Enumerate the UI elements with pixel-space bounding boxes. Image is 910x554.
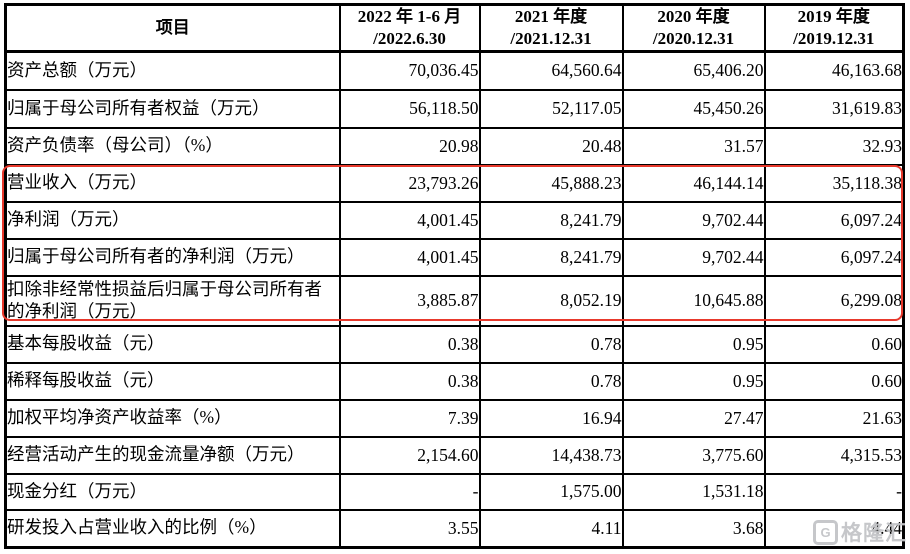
col-header-2021-line1: 2021 年度 xyxy=(514,7,588,27)
value-2022h1: 0.38 xyxy=(338,324,481,364)
value-2020: 3,775.60 xyxy=(621,435,766,475)
row-parent-equity: 归属于母公司所有者权益（万元） 56,118.50 52,117.05 45,4… xyxy=(4,88,905,129)
value-2019: 6,097.24 xyxy=(763,237,905,277)
value-2020: 46,144.14 xyxy=(621,163,766,203)
value-2020: 3.68 xyxy=(621,508,766,549)
row-label: 归属于母公司所有者权益（万元） xyxy=(4,88,341,129)
row-label: 稀释每股收益（元） xyxy=(4,361,341,401)
row-label: 资产总额（万元） xyxy=(4,50,341,91)
value-2022h1: 56,118.50 xyxy=(338,88,481,129)
value-2021: 0.78 xyxy=(478,361,624,401)
value-2021: 8,052.19 xyxy=(478,274,624,327)
value-2022h1: 7.39 xyxy=(338,398,481,438)
value-2022h1: 23,793.26 xyxy=(338,163,481,203)
value-2022h1: - xyxy=(338,472,481,511)
value-2019: 0.60 xyxy=(763,361,905,401)
value-2020: 9,702.44 xyxy=(621,237,766,277)
gelonghui-logo-icon: G xyxy=(813,519,838,545)
row-label: 现金分红（万元） xyxy=(4,472,341,511)
value-2020: 31.57 xyxy=(621,126,766,166)
col-header-2022h1-line1: 2022 年 1-6 月 xyxy=(357,7,462,27)
value-2021: 8,241.79 xyxy=(478,237,624,277)
row-label: 营业收入（万元） xyxy=(4,163,341,203)
value-2020: 65,406.20 xyxy=(621,50,766,91)
value-2019: 0.60 xyxy=(763,324,905,364)
value-2019: 31,619.83 xyxy=(763,88,905,129)
row-label: 加权平均净资产收益率（%） xyxy=(4,398,341,438)
row-cash-dividend: 现金分红（万元） - 1,575.00 1,531.18 - xyxy=(4,472,905,511)
value-2019: 32.93 xyxy=(763,126,905,166)
value-2019: 21.63 xyxy=(763,398,905,438)
col-header-2019: 2019 年度 /2019.12.31 xyxy=(763,3,905,53)
row-parent-net-profit: 归属于母公司所有者的净利润（万元） 4,001.45 8,241.79 9,70… xyxy=(4,237,905,277)
watermark: G 格隆汇 xyxy=(813,517,907,547)
value-2019: 6,299.08 xyxy=(763,274,905,327)
value-2020: 45,450.26 xyxy=(621,88,766,129)
value-2022h1: 0.38 xyxy=(338,361,481,401)
row-operating-cash-flow: 经营活动产生的现金流量净额（万元） 2,154.60 14,438.73 3,7… xyxy=(4,435,905,475)
row-net-profit: 净利润（万元） 4,001.45 8,241.79 9,702.44 6,097… xyxy=(4,200,905,240)
value-2019: 4,315.53 xyxy=(763,435,905,475)
col-header-2021-line2: /2021.12.31 xyxy=(510,29,592,48)
value-2021: 52,117.05 xyxy=(478,88,624,129)
value-2022h1: 3,885.87 xyxy=(338,274,481,327)
row-label: 经营活动产生的现金流量净额（万元） xyxy=(4,435,341,475)
col-header-2020: 2020 年度 /2020.12.31 xyxy=(621,3,766,53)
row-total-assets: 资产总额（万元） 70,036.45 64,560.64 65,406.20 4… xyxy=(4,50,905,91)
col-header-2022h1: 2022 年 1-6 月 /2022.6.30 xyxy=(338,3,481,53)
row-diluted-eps: 稀释每股收益（元） 0.38 0.78 0.95 0.60 xyxy=(4,361,905,401)
value-2019: - xyxy=(763,472,905,511)
row-operating-revenue: 营业收入（万元） 23,793.26 45,888.23 46,144.14 3… xyxy=(4,163,905,203)
value-2021: 0.78 xyxy=(478,324,624,364)
col-header-2019-line1: 2019 年度 xyxy=(797,7,870,27)
row-rd-ratio: 研发投入占营业收入的比例（%） 3.55 4.11 3.68 4.44 xyxy=(4,508,905,549)
row-label: 净利润（万元） xyxy=(4,200,341,240)
col-header-2020-line1: 2020 年度 xyxy=(657,7,730,27)
value-2020: 10,645.88 xyxy=(621,274,766,327)
value-2021: 4.11 xyxy=(478,508,624,549)
value-2020: 27.47 xyxy=(621,398,766,438)
value-2022h1: 70,036.45 xyxy=(338,50,481,91)
value-2022h1: 3.55 xyxy=(338,508,481,549)
value-2020: 1,531.18 xyxy=(621,472,766,511)
value-2021: 16.94 xyxy=(478,398,624,438)
value-2021: 14,438.73 xyxy=(478,435,624,475)
value-2021: 1,575.00 xyxy=(478,472,624,511)
row-label: 扣除非经常性损益后归属于母公司所有者的净利润（万元） xyxy=(4,274,341,327)
header-row: 项目 2022 年 1-6 月 /2022.6.30 2021 年度 /2021… xyxy=(4,3,905,53)
value-2022h1: 4,001.45 xyxy=(338,200,481,240)
row-debt-ratio: 资产负债率（母公司）（%） 20.98 20.48 31.57 32.93 xyxy=(4,126,905,166)
col-header-item-label: 项目 xyxy=(155,18,190,38)
col-header-2022h1-line2: /2022.6.30 xyxy=(373,29,446,48)
row-deducted-net-profit: 扣除非经常性损益后归属于母公司所有者的净利润（万元） 3,885.87 8,05… xyxy=(4,274,905,327)
value-2021: 8,241.79 xyxy=(478,200,624,240)
row-label: 研发投入占营业收入的比例（%） xyxy=(4,508,341,549)
row-weighted-roe: 加权平均净资产收益率（%） 7.39 16.94 27.47 21.63 xyxy=(4,398,905,438)
col-header-2020-line2: /2020.12.31 xyxy=(652,29,735,48)
value-2020: 9,702.44 xyxy=(621,200,766,240)
row-label: 归属于母公司所有者的净利润（万元） xyxy=(4,237,341,277)
value-2020: 0.95 xyxy=(621,361,766,401)
watermark-text: 格隆汇 xyxy=(841,522,907,545)
value-2021: 20.48 xyxy=(478,126,624,166)
value-2020: 0.95 xyxy=(621,324,766,364)
col-header-2021: 2021 年度 /2021.12.31 xyxy=(478,3,624,53)
value-2019: 35,118.38 xyxy=(763,163,905,203)
value-2021: 64,560.64 xyxy=(478,50,624,91)
value-2022h1: 20.98 xyxy=(338,126,481,166)
value-2019: 46,163.68 xyxy=(763,50,905,91)
col-header-2019-line2: /2019.12.31 xyxy=(793,29,875,48)
value-2019: 6,097.24 xyxy=(763,200,905,240)
col-header-item: 项目 xyxy=(4,3,341,53)
row-label: 基本每股收益（元） xyxy=(4,324,341,364)
row-label: 资产负债率（母公司）（%） xyxy=(4,126,341,166)
value-2022h1: 4,001.45 xyxy=(338,237,481,277)
value-2021: 45,888.23 xyxy=(478,163,624,203)
value-2022h1: 2,154.60 xyxy=(338,435,481,475)
row-basic-eps: 基本每股收益（元） 0.38 0.78 0.95 0.60 xyxy=(4,324,905,364)
key-financials-table: 项目 2022 年 1-6 月 /2022.6.30 2021 年度 /2021… xyxy=(4,3,905,549)
